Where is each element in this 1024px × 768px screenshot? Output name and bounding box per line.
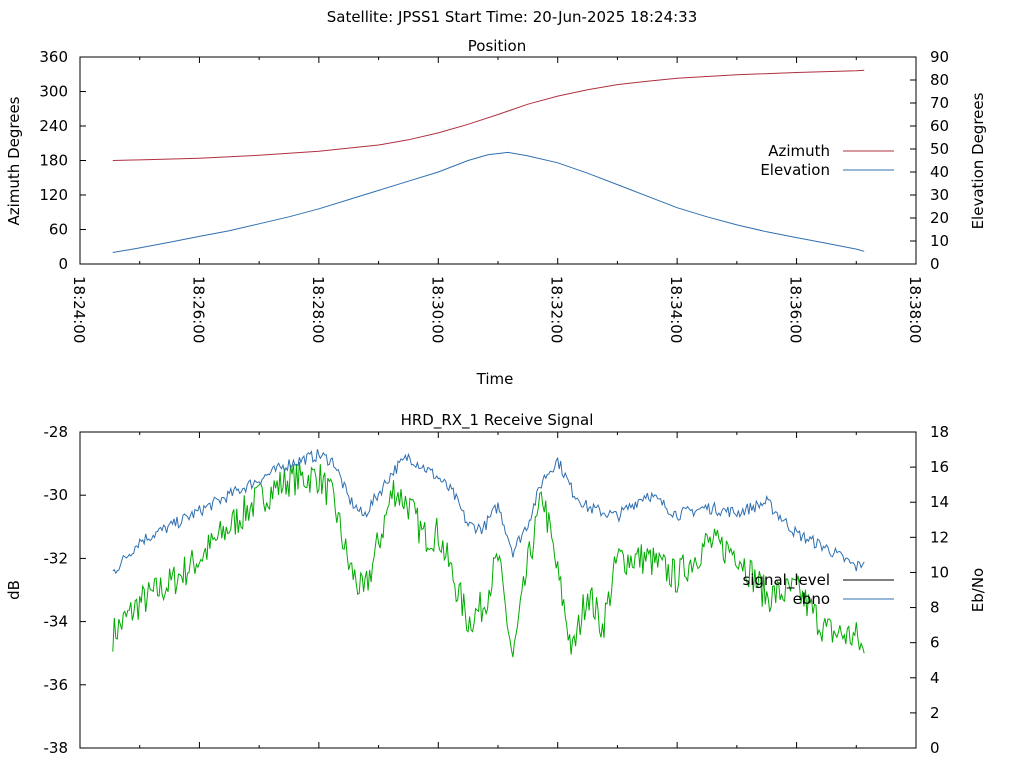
ebno-tick-label: 4 <box>930 669 940 687</box>
legend-signal-level-label: signal_level <box>742 571 830 590</box>
legend-ebno-label: ebno <box>793 590 830 608</box>
azimuth-tick-label: 0 <box>58 255 68 273</box>
elevation-tick-label: 40 <box>930 163 949 181</box>
time-tick-label: 18:30:00 <box>428 276 446 343</box>
elevation-tick-label: 90 <box>930 48 949 66</box>
elevation-axis-label: Elevation Degrees <box>969 92 987 229</box>
ebno-axis-label: Eb/No <box>969 568 987 612</box>
position-chart-title: Position <box>468 37 526 55</box>
ebno-tick-label: 6 <box>930 634 940 652</box>
time-tick-label: 18:34:00 <box>667 276 685 343</box>
db-tick-label: -32 <box>44 549 69 567</box>
position-chart: Position 0 60 120 180 240 300 360 0 10 20 30 40 50 6… <box>5 37 987 388</box>
db-axis-ticks: -38 -36 -34 -32 -30 -28 <box>44 423 86 757</box>
legend-elevation-label: Elevation <box>760 161 830 179</box>
ebno-tick-label: 12 <box>930 528 949 546</box>
azimuth-tick-label: 240 <box>39 117 68 135</box>
ebno-tick-label: 2 <box>930 704 940 722</box>
time-tick-label: 18:32:00 <box>548 276 566 343</box>
azimuth-axis-ticks: 0 60 120 180 240 300 360 <box>39 48 86 273</box>
ebno-tick-label: 0 <box>930 739 940 757</box>
elevation-tick-label: 20 <box>930 209 949 227</box>
azimuth-tick-label: 360 <box>39 48 68 66</box>
time-tick-label: 18:26:00 <box>189 276 207 343</box>
elevation-tick-label: 30 <box>930 186 949 204</box>
db-tick-label: -34 <box>44 613 69 631</box>
elevation-tick-label: 0 <box>930 255 940 273</box>
elevation-axis-ticks: 0 10 20 30 40 50 60 70 80 90 <box>910 48 949 273</box>
elevation-tick-label: 10 <box>930 232 949 250</box>
ebno-tick-label: 10 <box>930 563 949 581</box>
time-axis-ticks: 18:24:00 18:26:00 18:28:00 18:30:00 18:32:00… <box>70 57 924 343</box>
ebno-tick-label: 14 <box>930 493 949 511</box>
db-tick-label: -36 <box>44 676 69 694</box>
ebno-tick-label: 8 <box>930 599 940 617</box>
azimuth-tick-label: 180 <box>39 152 68 170</box>
time-axis-label: Time <box>476 370 514 388</box>
azimuth-tick-label: 60 <box>49 221 68 239</box>
db-axis-label: dB <box>5 580 23 600</box>
ebno-series-line <box>112 449 865 575</box>
ebno-tick-label: 18 <box>930 423 949 441</box>
db-tick-label: -38 <box>44 739 69 757</box>
elevation-tick-label: 60 <box>930 117 949 135</box>
legend-azimuth-label: Azimuth <box>768 142 830 160</box>
azimuth-tick-label: 300 <box>39 83 68 101</box>
elevation-series-line <box>112 151 865 253</box>
elevation-tick-label: 50 <box>930 140 949 158</box>
time-tick-label: 18:24:00 <box>70 276 88 343</box>
elevation-tick-label: 70 <box>930 94 949 112</box>
time-tick-label: 18:28:00 <box>309 276 327 343</box>
ebno-axis-ticks: 0 2 4 6 8 10 12 14 16 18 <box>910 423 949 757</box>
ebno-tick-label: 16 <box>930 458 949 476</box>
azimuth-series-line <box>112 69 865 161</box>
signal-time-ticks <box>79 432 917 748</box>
time-tick-label: 18:38:00 <box>906 276 924 343</box>
signal-chart-title: HRD_RX_1 Receive Signal <box>401 411 594 430</box>
signal-legend: signal_level ebno <box>742 571 894 608</box>
signal-chart: HRD_RX_1 Receive Signal -38-36-34-32-30-… <box>5 411 987 757</box>
time-tick-label: 18:36:00 <box>787 276 805 343</box>
db-tick-label: -28 <box>44 423 69 441</box>
elevation-tick-label: 80 <box>930 71 949 89</box>
page-title: Satellite: JPSS1 Start Time: 20-Jun-2025… <box>327 8 698 26</box>
position-legend: Azimuth Elevation <box>760 142 894 179</box>
azimuth-tick-label: 120 <box>39 186 68 204</box>
azimuth-axis-label: Azimuth Degrees <box>5 96 23 225</box>
db-tick-label: -30 <box>44 486 69 504</box>
signal-green-series-line <box>112 461 865 658</box>
